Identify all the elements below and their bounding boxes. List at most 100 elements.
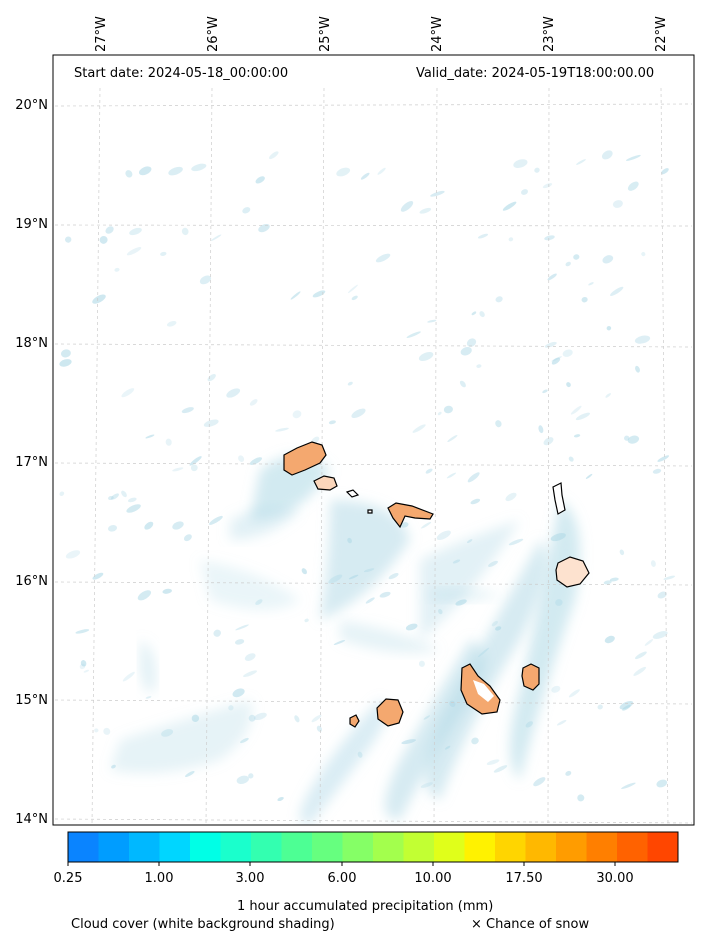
cloud-speckle <box>181 227 189 236</box>
cloud-speckle <box>168 166 183 176</box>
cloud-speckle <box>568 456 574 462</box>
cloud-streak <box>300 700 387 825</box>
cloud-speckle <box>377 167 386 175</box>
cloud-speckle <box>336 167 351 177</box>
cloud-speckle <box>347 284 358 294</box>
cloud-speckle <box>466 539 473 544</box>
colorbar-swatch <box>373 832 404 862</box>
cloud-speckle <box>606 325 612 331</box>
cloud-speckle <box>236 775 249 785</box>
cloud-speckle <box>603 580 612 585</box>
cloud-speckle <box>486 759 500 765</box>
cloud-speckle <box>333 639 346 646</box>
cloud-speckle <box>508 538 524 546</box>
cloud-speckle <box>347 381 353 386</box>
cloud-speckle <box>573 434 581 438</box>
lon-label-22w: 22°W <box>654 16 669 52</box>
cloud-speckle <box>59 359 72 367</box>
meridian-line <box>205 87 213 825</box>
cloud-speckle <box>502 201 517 211</box>
colorbar-tick: 10.00 <box>414 871 452 886</box>
meridian-line <box>547 87 550 825</box>
cloud-speckle <box>657 455 670 462</box>
parallel-line <box>54 462 693 467</box>
cloud-streak <box>385 640 485 820</box>
lat-label-15n: 15°N <box>15 693 48 708</box>
parallel-line <box>54 224 693 227</box>
cloud-streak <box>420 520 520 640</box>
cloud-speckle <box>495 420 502 428</box>
cloud-speckle <box>92 294 106 304</box>
islands <box>283 441 590 728</box>
cloud-speckle <box>292 410 302 419</box>
cloud-speckle <box>145 696 152 699</box>
colorbar-swatch <box>434 832 465 862</box>
cloud-speckle <box>605 393 611 398</box>
cloud-speckle <box>122 671 135 682</box>
cloud-cover-layer <box>110 455 580 825</box>
colorbar-tick: 6.00 <box>327 871 357 886</box>
colorbar-swatch <box>159 832 191 862</box>
cloud-speckle <box>226 388 241 398</box>
cloud-speckle <box>172 521 184 530</box>
cloud-speckle <box>255 176 265 184</box>
cloud-speckle <box>228 705 234 711</box>
cloud-speckle <box>238 455 245 463</box>
lon-label-24w: 24°W <box>430 16 445 52</box>
cloud-speckle <box>521 189 528 195</box>
cloud-speckle <box>542 183 553 189</box>
cloud-speckle <box>328 420 336 425</box>
cloud-speckle <box>165 438 172 446</box>
cloud-speckle <box>447 435 458 442</box>
colorbar-tick: 3.00 <box>235 871 265 886</box>
cloud-speckle <box>652 468 662 474</box>
cloud-speckle <box>240 737 249 744</box>
cloud-speckle <box>547 273 557 281</box>
cloud-speckle <box>568 689 580 698</box>
cloud-speckle <box>172 467 184 472</box>
colorbar-tick: 17.50 <box>505 871 543 886</box>
meridian-line <box>91 87 101 825</box>
colorbar-swatch <box>495 832 526 862</box>
cloud-speckle <box>609 577 619 582</box>
cloud-speckle <box>555 599 563 606</box>
cloud-speckle <box>243 670 257 678</box>
cloud-speckle <box>601 150 613 160</box>
cloud-speckle <box>290 291 301 300</box>
colorbar-swatch <box>342 832 374 862</box>
cloud-speckle <box>400 201 414 212</box>
cloud-speckle <box>249 399 258 406</box>
island-boa-vista <box>555 556 590 588</box>
cloud-speckle <box>418 660 425 667</box>
cloud-speckle <box>513 159 528 168</box>
cloud-speckle <box>363 568 375 573</box>
cloud-speckle <box>121 490 127 498</box>
cloud-speckle <box>253 712 267 721</box>
cloud-speckle <box>577 794 585 802</box>
cloud-speckle <box>312 290 326 298</box>
cloud-speckle <box>476 364 482 368</box>
cloud-speckle <box>644 639 654 646</box>
cloud-speckle <box>619 701 634 710</box>
cloud-speckle <box>183 534 192 542</box>
cloud-speckle <box>562 349 573 357</box>
cloud-speckle <box>604 635 615 644</box>
cloud-speckle <box>166 321 177 327</box>
cloud-streak <box>250 455 330 520</box>
cloud-speckle <box>624 435 630 441</box>
cloud-speckle <box>495 626 502 631</box>
cloud-speckle <box>533 777 546 787</box>
cloud-streak <box>340 620 440 654</box>
cloud-speckle <box>544 235 555 241</box>
cloud-speckle <box>455 599 467 606</box>
cloud-speckle <box>622 704 631 711</box>
cloud-speckle <box>575 412 590 421</box>
cloud-speckle <box>477 647 490 658</box>
cloud-speckle <box>427 319 437 323</box>
cloud-speckle <box>538 425 544 434</box>
cloud-speckle <box>125 170 133 178</box>
colorbar-swatch <box>403 832 435 862</box>
cloud-speckle <box>162 588 172 594</box>
cloud-speckle <box>550 533 566 542</box>
